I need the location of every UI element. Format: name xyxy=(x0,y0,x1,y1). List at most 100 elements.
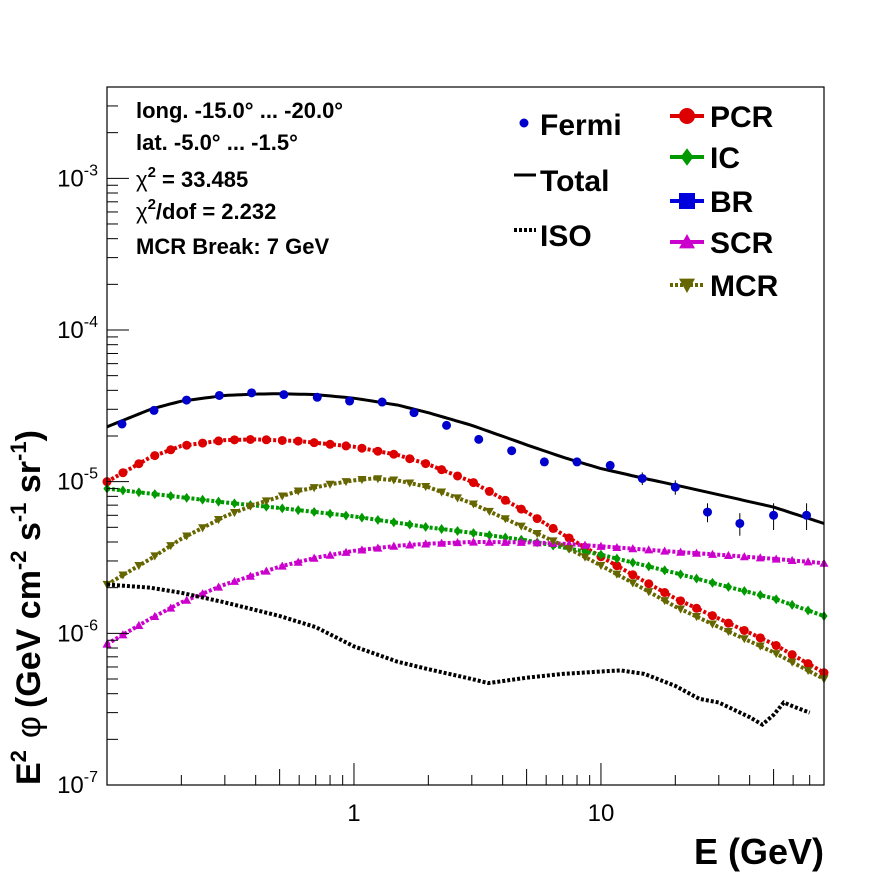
x-tick-label: 10 xyxy=(588,800,615,827)
series-pcr-marker xyxy=(118,468,128,478)
series-ic-marker xyxy=(294,505,302,516)
series-pcr-marker xyxy=(787,650,797,660)
legend-fermi-marker xyxy=(519,118,529,128)
series-total-line xyxy=(106,392,825,525)
series-scr-marker xyxy=(405,540,415,549)
legend-item-br: BR xyxy=(670,186,754,219)
series-ic-marker xyxy=(438,524,446,534)
series-ic-marker xyxy=(501,532,509,543)
info-mcr-break: MCR Break: 7 GeV xyxy=(136,234,330,259)
series-scr-marker xyxy=(787,555,797,565)
series-pcr-marker xyxy=(771,641,781,651)
series-mcr-marker xyxy=(198,524,208,533)
series-scr-marker xyxy=(357,545,367,554)
series-ic-marker xyxy=(119,485,127,496)
fermi-point xyxy=(802,510,812,520)
series-mcr-marker xyxy=(293,487,303,496)
fermi-point xyxy=(670,482,680,492)
series-mcr-marker xyxy=(755,642,765,651)
series-ic-marker xyxy=(214,496,223,507)
series-mcr-marker xyxy=(596,561,606,570)
series-scr-marker xyxy=(325,550,335,559)
info-latitude: lat. -5.0° ... -1.5° xyxy=(136,130,298,155)
fermi-point xyxy=(735,518,745,528)
legend-label-mcr: MCR xyxy=(710,270,779,303)
plot-layer xyxy=(102,388,829,728)
series-scr-marker xyxy=(596,541,606,550)
series-scr-marker xyxy=(134,620,144,630)
series-mcr-marker xyxy=(771,650,781,659)
series-mcr-marker xyxy=(500,515,510,524)
fermi-point xyxy=(182,395,192,405)
series-ic-marker xyxy=(581,546,589,557)
y-axis-title-e-sup: 2 xyxy=(6,750,31,762)
series-scr-marker xyxy=(261,566,271,575)
legend-pcr-marker xyxy=(679,108,695,124)
series-pcr-marker xyxy=(723,618,733,628)
series-scr-marker xyxy=(628,544,638,553)
fermi-point xyxy=(377,397,387,407)
series-pcr-marker xyxy=(389,449,399,459)
series-scr-marker xyxy=(580,540,590,549)
series-scr-marker xyxy=(229,576,239,585)
series-mcr-marker xyxy=(421,482,431,492)
series-ic xyxy=(103,483,828,621)
info-box: long. -15.0° ... -20.0° lat. -5.0° ... -… xyxy=(136,98,343,259)
series-mcr-marker xyxy=(532,529,542,539)
series-scr-marker xyxy=(771,554,781,563)
legend-ic-marker xyxy=(680,148,694,166)
series-iso-line xyxy=(106,582,811,728)
info-chidof-symbol: χ xyxy=(136,199,148,224)
series-ic-marker xyxy=(788,599,796,610)
series-ic-marker xyxy=(661,565,669,576)
info-chi2-sup: 2 xyxy=(148,164,156,181)
series-mcr-marker xyxy=(628,579,638,588)
fermi-point xyxy=(117,419,127,429)
fermi-point xyxy=(149,405,159,415)
series-ic-marker xyxy=(406,519,414,530)
series-pcr-marker xyxy=(309,438,319,448)
series-mcr xyxy=(102,475,829,684)
legend-scr-marker xyxy=(679,234,695,249)
series-pcr-marker xyxy=(755,633,765,643)
series-mcr-marker xyxy=(118,571,128,580)
series-ic-marker xyxy=(677,569,685,580)
legend-item-scr: SCR xyxy=(670,227,774,260)
series-mcr-marker xyxy=(692,612,702,622)
series-pcr-marker xyxy=(421,459,431,469)
series-scr xyxy=(102,537,829,648)
series-pcr-marker xyxy=(707,611,717,621)
fermi-point xyxy=(442,420,452,430)
series-scr-marker xyxy=(309,553,319,562)
series-mcr-marker xyxy=(214,516,224,525)
fermi-point xyxy=(637,473,647,483)
series-pcr-marker xyxy=(245,434,255,444)
series-mcr-line xyxy=(105,476,825,681)
series-mcr-marker xyxy=(245,502,255,511)
series-pcr-marker xyxy=(532,514,542,524)
series-ic-marker xyxy=(613,553,621,564)
series-pcr-marker xyxy=(293,436,303,446)
series-scr-marker xyxy=(373,543,383,552)
series-scr-marker xyxy=(150,611,160,620)
y-axis-title-s-sup: -1 xyxy=(6,503,31,523)
fermi-point xyxy=(214,390,224,400)
series-mcr-marker xyxy=(612,570,622,579)
series-mcr-marker xyxy=(564,545,574,554)
axis-ticks xyxy=(106,86,825,786)
series-mcr-marker xyxy=(389,476,399,485)
series-pcr-marker xyxy=(548,523,558,533)
series-scr-marker xyxy=(723,550,733,560)
series-pcr-marker xyxy=(676,596,686,606)
fermi-point xyxy=(312,392,322,402)
series-iso xyxy=(106,582,811,728)
y-axis-title-phi: φ xyxy=(10,716,48,738)
series-scr-marker xyxy=(182,595,192,604)
series-ic-marker xyxy=(708,577,717,588)
info-chi2-dof: χ2/dof = 2.232 xyxy=(136,196,276,224)
series-mcr-marker xyxy=(739,635,749,644)
fermi-point xyxy=(345,396,355,406)
legend: Fermi Total ISO PCR IC BR SCR MCR xyxy=(514,101,779,303)
series-ic-marker xyxy=(199,494,207,505)
series-pcr-marker xyxy=(692,603,702,613)
